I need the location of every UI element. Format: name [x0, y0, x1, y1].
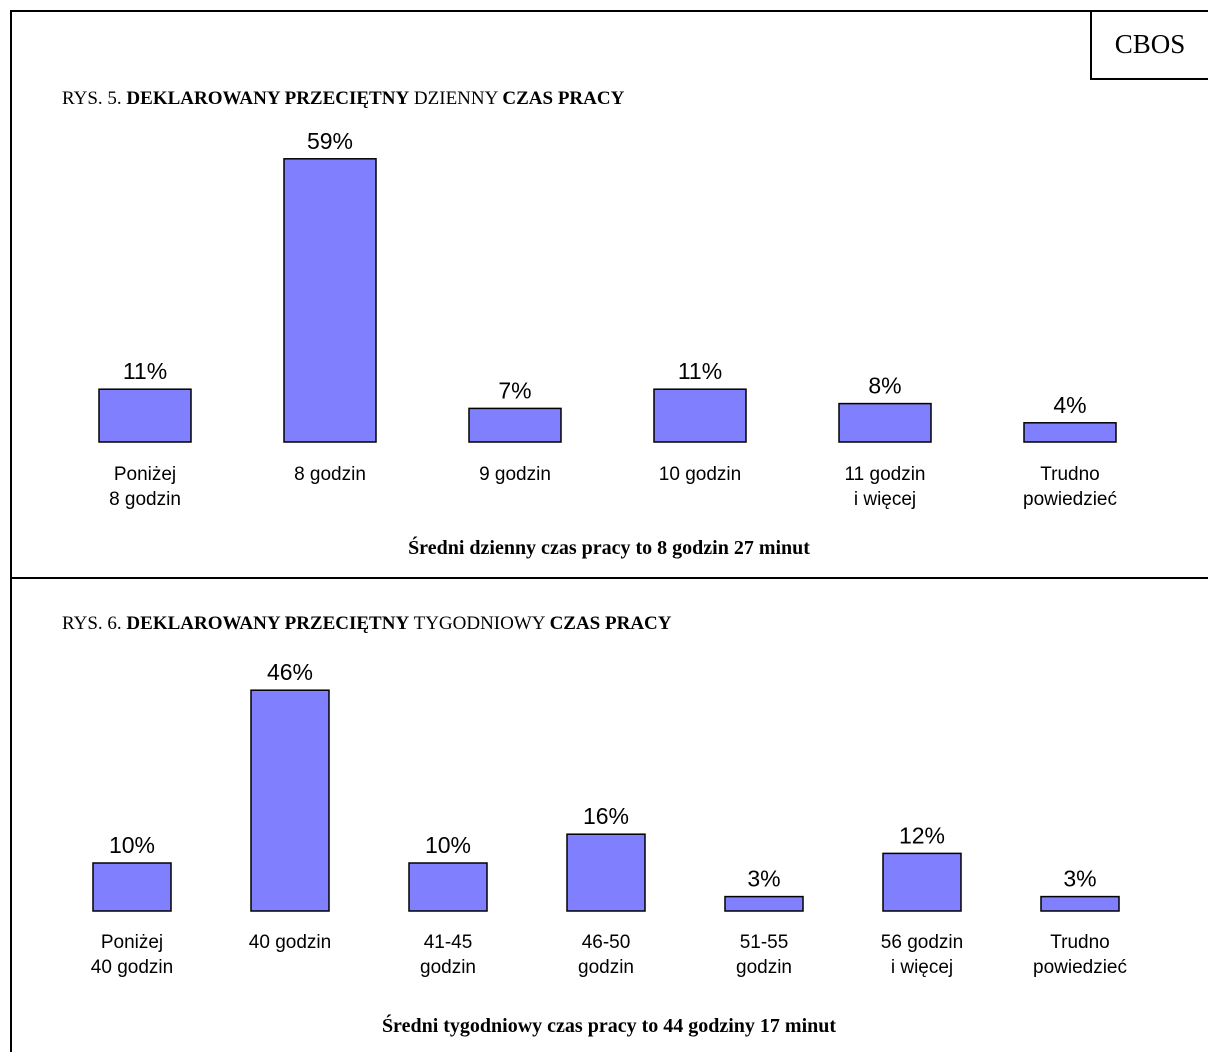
chart-1-category-label-1-line-2: 8 godzin — [109, 489, 181, 510]
chart-1-bar-6 — [1023, 422, 1117, 443]
chart-1-value-label-2: 59% — [307, 128, 353, 154]
chart-1-value-label-3: 7% — [498, 377, 531, 403]
chart-2-bar-2 — [250, 689, 330, 912]
chart-2-bar-4 — [566, 833, 646, 912]
chart-1-title-prefix: RYS. 5. — [62, 88, 122, 109]
chart-2-value-label-6: 12% — [899, 822, 945, 848]
chart-2-bar-3 — [408, 862, 488, 912]
chart-1-bar-4 — [653, 388, 747, 443]
chart-2-category-label-5-line-1: 51-55 — [740, 932, 789, 953]
chart-1-category-label-2-line-1: 8 godzin — [294, 464, 366, 485]
chart-1-bar-5 — [838, 402, 932, 443]
chart-2-category-label-4-line-1: 46-50 — [582, 932, 631, 953]
chart-1-category-label-3-line-1: 9 godzin — [479, 464, 551, 485]
chart-2-category-label-1-line-2: 40 godzin — [91, 957, 173, 978]
chart-1-value-label-6: 4% — [1053, 392, 1086, 418]
chart-1-value-label-1: 11% — [123, 358, 167, 384]
chart-2-category-label-4-line-2: godzin — [578, 957, 634, 978]
section-divider — [10, 577, 1208, 579]
chart-1-category-label-6-line-2: powiedzieć — [1023, 489, 1117, 510]
chart-1-title-part-1: DEKLAROWANY PRZECIĘTNY — [126, 88, 410, 109]
chart-2-bar-6 — [882, 852, 962, 912]
chart-2-value-label-5: 3% — [747, 866, 780, 892]
chart-1-title-part-3: CZAS PRACY — [502, 88, 625, 109]
chart-2-bar-5 — [724, 895, 804, 912]
chart-2-category-label-7-line-2: powiedzieć — [1033, 957, 1127, 978]
chart-2-category-label-1-line-1: Poniżej — [101, 932, 163, 953]
chart-2-title-part-3: CZAS PRACY — [549, 613, 672, 634]
chart-1-title: RYS. 5. DEKLAROWANY PRZECIĘTNY DZIENNY C… — [62, 88, 624, 110]
chart-1-category-label-5-line-2: i więcej — [854, 489, 916, 510]
chart-1-bar-2 — [283, 158, 377, 443]
figure-frame — [10, 10, 1208, 1052]
chart-2-bar-1 — [92, 862, 172, 912]
chart-2-title-part-2: TYGODNIOWY — [413, 613, 545, 634]
chart-1-title-part-2: DZIENNY — [413, 88, 498, 109]
chart-2-bar-7 — [1040, 895, 1120, 912]
chart-2-value-label-7: 3% — [1063, 866, 1096, 892]
chart-2-value-label-4: 16% — [583, 803, 629, 829]
chart-2-category-label-2-line-1: 40 godzin — [249, 932, 331, 953]
chart-1-bar-3 — [468, 407, 562, 443]
chart-2-category-label-5-line-2: godzin — [736, 957, 792, 978]
chart-2-category-label-6-line-2: i więcej — [891, 957, 953, 978]
chart-2-title-prefix: RYS. 6. — [62, 613, 122, 634]
chart-2-title-part-1: DEKLAROWANY PRZECIĘTNY — [126, 613, 410, 634]
chart-2-value-label-3: 10% — [425, 832, 471, 858]
chart-2-category-label-3-line-2: godzin — [420, 957, 476, 978]
chart-2-category-label-7-line-1: Trudno — [1050, 932, 1110, 953]
chart-2-category-label-6-line-1: 56 godzin — [881, 932, 963, 953]
chart-2-category-label-3-line-1: 41-45 — [424, 932, 473, 953]
chart-1-value-label-4: 11% — [678, 358, 722, 384]
chart-1-bar-1 — [98, 388, 192, 443]
chart-2-title: RYS. 6. DEKLAROWANY PRZECIĘTNY TYGODNIOW… — [62, 613, 672, 635]
chart-2-summary: Średni tygodniowy czas pracy to 44 godzi… — [381, 1015, 837, 1037]
chart-1-value-label-5: 8% — [868, 373, 901, 399]
chart-2-value-label-1: 10% — [109, 832, 155, 858]
chart-1-category-label-1-line-1: Poniżej — [114, 464, 176, 485]
chart-1-summary: Średni dzienny czas pracy to 8 godzin 27… — [408, 537, 810, 559]
chart-1-category-label-4-line-1: 10 godzin — [659, 464, 741, 485]
brand-label: CBOS — [1090, 10, 1208, 80]
chart-2-value-label-2: 46% — [267, 659, 313, 685]
chart-1-category-label-6-line-1: Trudno — [1040, 464, 1100, 485]
chart-1-category-label-5-line-1: 11 godzin — [845, 464, 926, 485]
